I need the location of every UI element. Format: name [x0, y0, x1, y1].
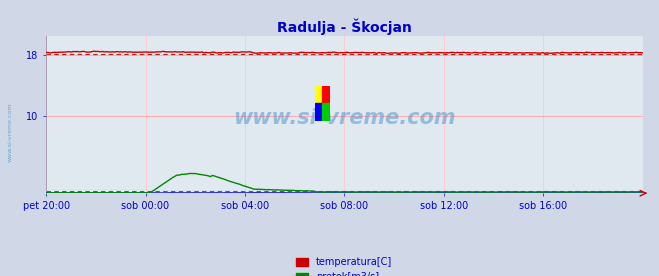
Bar	[322, 104, 330, 121]
Bar	[315, 104, 322, 121]
Title: Radulja - Škocjan: Radulja - Škocjan	[277, 18, 412, 35]
Bar	[322, 86, 330, 104]
Text: www.si-vreme.com: www.si-vreme.com	[233, 108, 455, 128]
Legend: temperatura[C], pretok[m3/s]: temperatura[C], pretok[m3/s]	[293, 253, 396, 276]
Text: www.si-vreme.com: www.si-vreme.com	[8, 103, 13, 162]
Bar	[315, 86, 322, 104]
